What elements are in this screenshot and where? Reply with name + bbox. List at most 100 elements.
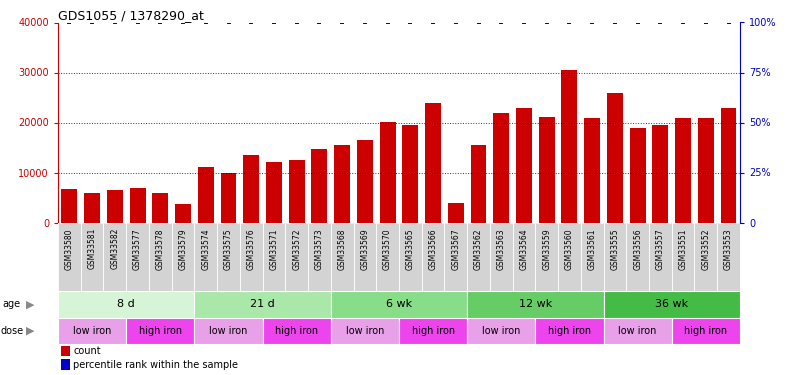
- Bar: [607, 93, 623, 222]
- Bar: [285, 222, 308, 291]
- Text: 6 wk: 6 wk: [386, 299, 412, 309]
- Text: GSM33562: GSM33562: [474, 228, 483, 270]
- Bar: [289, 160, 305, 222]
- Bar: [217, 222, 240, 291]
- Bar: [354, 222, 376, 291]
- Bar: [221, 172, 236, 222]
- Bar: [516, 108, 532, 222]
- Bar: [330, 291, 467, 318]
- Text: 8 d: 8 d: [118, 299, 135, 309]
- Text: GSM33573: GSM33573: [315, 228, 324, 270]
- Bar: [695, 222, 717, 291]
- Bar: [311, 149, 327, 222]
- Bar: [330, 318, 399, 344]
- Bar: [448, 203, 463, 222]
- Bar: [308, 222, 330, 291]
- Text: GSM33569: GSM33569: [360, 228, 369, 270]
- Text: GSM33581: GSM33581: [88, 228, 97, 269]
- Text: dose: dose: [1, 326, 24, 336]
- Text: low iron: low iron: [346, 326, 384, 336]
- Bar: [490, 222, 513, 291]
- Text: GSM33559: GSM33559: [542, 228, 551, 270]
- Bar: [425, 102, 441, 222]
- Bar: [535, 222, 558, 291]
- Text: GSM33582: GSM33582: [110, 228, 119, 269]
- Bar: [675, 117, 691, 222]
- Bar: [698, 117, 714, 222]
- Bar: [58, 318, 127, 344]
- Text: low iron: low iron: [73, 326, 111, 336]
- Bar: [399, 222, 422, 291]
- Bar: [467, 222, 490, 291]
- Bar: [471, 145, 487, 222]
- Bar: [671, 222, 695, 291]
- Text: 36 wk: 36 wk: [655, 299, 688, 309]
- Bar: [263, 318, 330, 344]
- Text: high iron: high iron: [548, 326, 591, 336]
- Text: GSM33557: GSM33557: [656, 228, 665, 270]
- Bar: [562, 70, 577, 222]
- Text: GSM33568: GSM33568: [338, 228, 347, 270]
- Text: low iron: low iron: [618, 326, 657, 336]
- Text: GSM33556: GSM33556: [634, 228, 642, 270]
- Bar: [334, 145, 350, 222]
- Text: GSM33577: GSM33577: [133, 228, 142, 270]
- Text: GSM33553: GSM33553: [724, 228, 733, 270]
- Text: GSM33580: GSM33580: [65, 228, 74, 270]
- Bar: [58, 291, 194, 318]
- Bar: [604, 318, 671, 344]
- Text: GSM33565: GSM33565: [406, 228, 415, 270]
- Bar: [152, 193, 168, 222]
- Text: GSM33574: GSM33574: [202, 228, 210, 270]
- Text: high iron: high iron: [684, 326, 727, 336]
- Bar: [61, 346, 69, 356]
- Text: GSM33570: GSM33570: [383, 228, 392, 270]
- Bar: [399, 318, 467, 344]
- Text: GSM33560: GSM33560: [565, 228, 574, 270]
- Bar: [266, 162, 282, 222]
- Bar: [127, 318, 194, 344]
- Text: count: count: [73, 346, 101, 356]
- Bar: [584, 117, 600, 222]
- Text: 12 wk: 12 wk: [519, 299, 552, 309]
- Bar: [535, 318, 604, 344]
- Bar: [604, 291, 740, 318]
- Bar: [402, 125, 418, 222]
- Bar: [127, 222, 149, 291]
- Bar: [444, 222, 467, 291]
- Text: ▶: ▶: [27, 326, 35, 336]
- Bar: [194, 222, 217, 291]
- Bar: [103, 222, 127, 291]
- Bar: [175, 204, 191, 222]
- Bar: [194, 318, 263, 344]
- Bar: [197, 166, 214, 222]
- Bar: [243, 155, 260, 222]
- Bar: [84, 193, 100, 222]
- Bar: [649, 222, 671, 291]
- Bar: [493, 112, 509, 222]
- Text: GSM33566: GSM33566: [429, 228, 438, 270]
- Bar: [380, 122, 396, 222]
- Bar: [671, 318, 740, 344]
- Bar: [61, 359, 69, 370]
- Bar: [467, 318, 535, 344]
- Text: age: age: [2, 299, 20, 309]
- Bar: [376, 222, 399, 291]
- Bar: [422, 222, 444, 291]
- Bar: [357, 140, 373, 222]
- Text: high iron: high iron: [139, 326, 182, 336]
- Text: GSM33555: GSM33555: [610, 228, 619, 270]
- Bar: [172, 222, 194, 291]
- Bar: [581, 222, 604, 291]
- Bar: [652, 125, 668, 222]
- Text: ▶: ▶: [27, 299, 35, 309]
- Text: GSM33576: GSM33576: [247, 228, 256, 270]
- Text: GSM33551: GSM33551: [679, 228, 688, 270]
- Bar: [604, 222, 626, 291]
- Bar: [558, 222, 581, 291]
- Bar: [629, 128, 646, 222]
- Text: GDS1055 / 1378290_at: GDS1055 / 1378290_at: [58, 9, 204, 22]
- Text: GSM33572: GSM33572: [293, 228, 301, 270]
- Bar: [81, 222, 103, 291]
- Bar: [467, 291, 604, 318]
